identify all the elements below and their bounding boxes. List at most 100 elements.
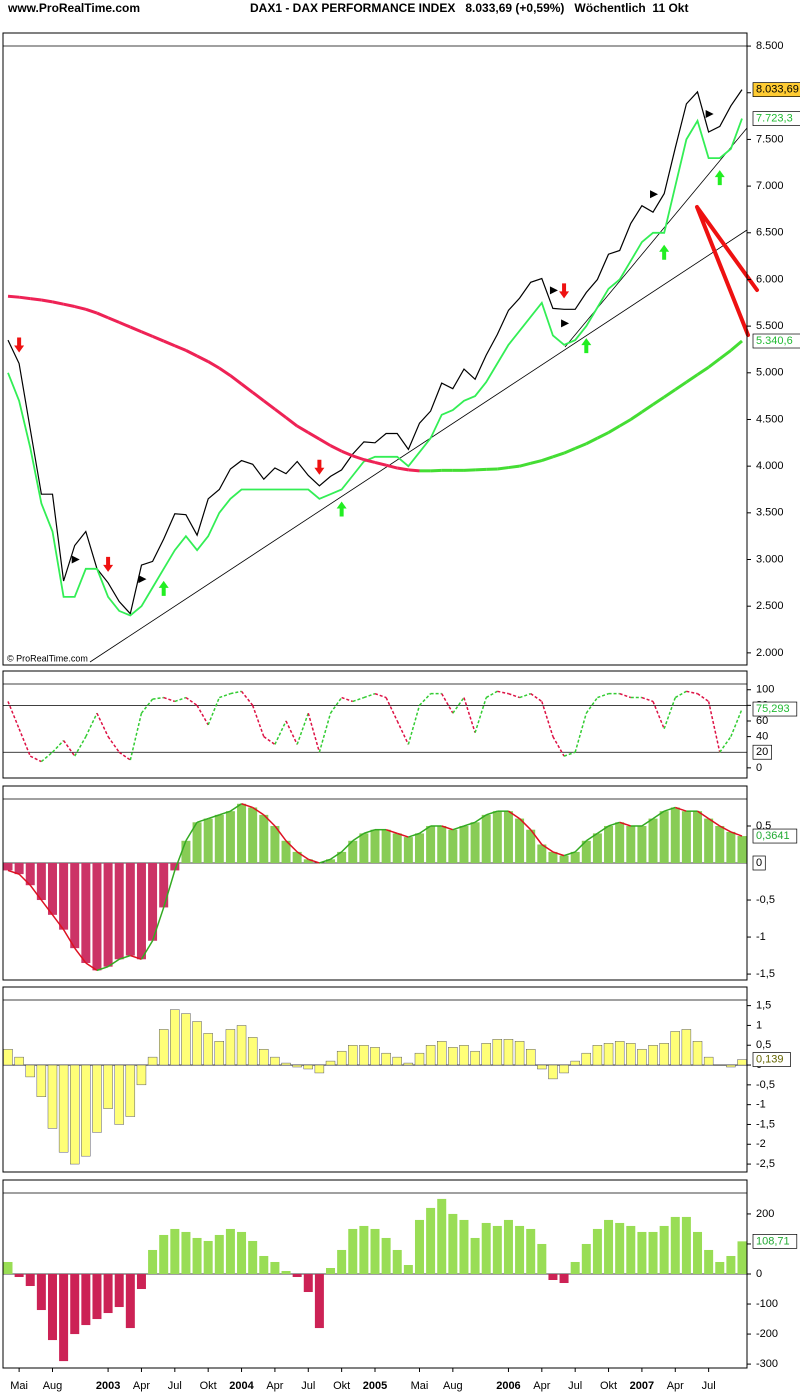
line-segment [352,832,365,842]
line-segment [52,300,64,306]
bar [626,1225,636,1274]
line-segment [40,899,54,916]
bar [681,811,691,864]
bar [114,1064,124,1125]
line-segment [107,736,120,753]
signal-buy [336,501,347,517]
bar [337,1249,347,1274]
bar [214,1234,224,1274]
site-name: www.ProRealTime.com [7,1,140,15]
line-segment [207,814,220,820]
bar [481,814,491,864]
y-tick-label: 1 [756,1019,762,1031]
bar [225,1029,236,1066]
line-segment [374,460,387,467]
line-segment [151,335,165,343]
bar [370,1228,380,1274]
x-tick-label: Jul [568,1380,582,1392]
bar [81,1274,91,1326]
line-segment [185,349,198,358]
panel-frame [2,670,748,779]
line-segment [96,965,109,972]
line-segment [18,873,31,886]
y-tick-label: -1,5 [756,968,775,980]
bar [92,863,102,971]
line-segment [697,693,710,703]
bar [236,1025,247,1066]
bar [470,822,480,864]
line-segment [62,740,76,757]
bar [459,1219,469,1274]
line-segment [41,298,53,304]
bar [693,811,703,864]
bar [25,1274,35,1287]
line-segment [452,825,465,831]
bar [192,1021,202,1066]
line-segment [85,962,98,971]
bar [47,863,57,915]
bar [537,1243,547,1274]
line-segment [118,751,131,761]
bar [692,1041,703,1066]
bar [181,840,191,864]
last-value-box [752,701,798,717]
bar [314,1274,324,1329]
y-tick-label: -1 [756,1099,766,1111]
bar [303,859,313,864]
signal-peak [705,109,714,118]
bar [492,1225,502,1274]
bar [414,833,424,864]
x-tick-label: Aug [443,1380,463,1392]
bar [559,1064,569,1074]
line-segment [563,447,576,455]
bar [281,1270,291,1274]
bar [59,863,69,930]
line-segment [530,829,543,845]
bar [392,833,402,864]
x-tick-label: 2007 [630,1380,654,1392]
line-segment [629,410,643,421]
line-segment [251,705,265,737]
bar [336,1050,347,1066]
bar [670,1216,680,1274]
bar [92,1064,102,1133]
bar [570,851,580,864]
bar [181,1013,191,1066]
bar [237,803,247,864]
line-segment [497,690,509,695]
bar [203,1240,213,1274]
line-segment [51,739,65,753]
line-segment [107,958,120,968]
bar [125,1274,135,1329]
bar [281,840,291,864]
line-segment [51,914,65,931]
line-segment [140,330,154,338]
line-segment [140,698,154,714]
bar [459,1045,469,1066]
line-segment [341,696,354,703]
bar [726,831,736,864]
signal-peak [549,286,558,295]
line-segment [319,858,331,864]
line-segment [329,444,343,453]
line-segment [219,810,231,816]
line-segment [74,736,87,757]
bar [70,1274,80,1335]
bar [225,1228,235,1274]
bar [14,1274,24,1278]
bar [325,1060,336,1066]
line-segment [285,720,298,745]
bar [47,1274,57,1341]
bar [25,1064,35,1078]
line-segment [330,851,343,860]
chart-title: DAX1 - DAX PERFORMANCE INDEX 8.033,69 (+… [250,1,688,15]
line-segment [419,825,432,835]
bar [670,1031,680,1066]
line-segment [619,821,632,827]
bar [148,863,158,941]
bar [214,1041,225,1066]
y-tick-label: -200 [756,1328,778,1340]
bar [47,1064,58,1129]
bar [570,1060,580,1066]
bar [715,1261,725,1274]
